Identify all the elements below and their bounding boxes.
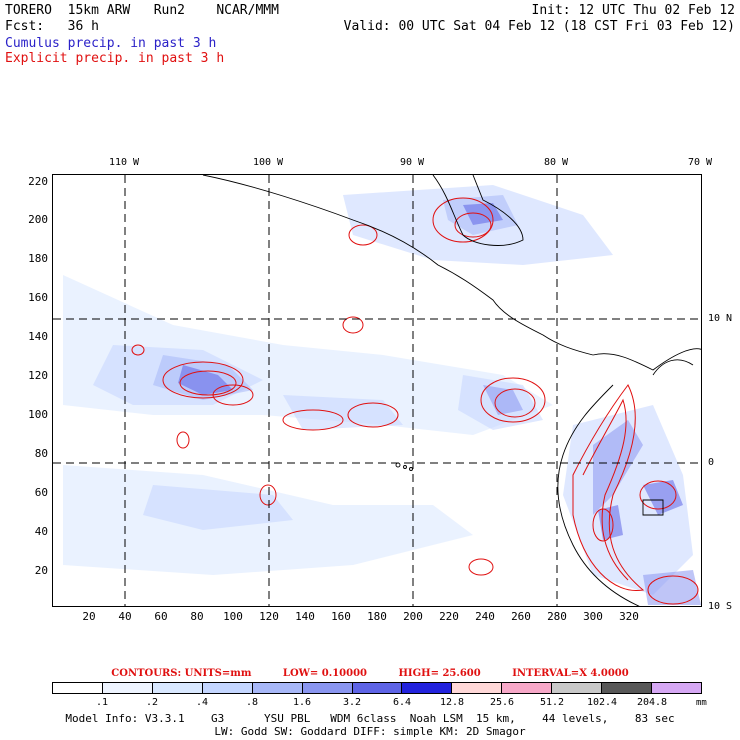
y-tick: 160	[28, 291, 48, 304]
colorbar-swatch	[452, 683, 503, 693]
x-tick: 140	[295, 610, 315, 623]
y-tick: 180	[28, 252, 48, 265]
colorbar-label: .4	[195, 697, 209, 708]
colorbar-label: 204.8	[636, 697, 668, 708]
x-tick: 200	[403, 610, 423, 623]
init-time: Init: 12 UTC Thu 02 Feb 12	[531, 3, 736, 18]
y-tick: 60	[34, 486, 48, 499]
map-canvas	[53, 175, 701, 606]
lat-label-10s: 10 S	[708, 601, 733, 612]
explicit-legend: Explicit precip. in past 3 h	[5, 51, 225, 66]
colorbar	[52, 682, 702, 694]
colorbar-label: 6.4	[392, 697, 412, 708]
colorbar-label: 3.2	[342, 697, 362, 708]
colorbar-swatch	[152, 683, 203, 693]
x-tick: 280	[547, 610, 567, 623]
y-tick: 220	[28, 175, 48, 188]
x-tick: 60	[154, 610, 168, 623]
x-tick: 160	[331, 610, 351, 623]
colorbar-label: .1	[95, 697, 109, 708]
colorbar-swatch	[302, 683, 353, 693]
x-tick: 20	[82, 610, 96, 623]
colorbar-label: .8	[245, 697, 259, 708]
lat-label-10n: 10 N	[708, 313, 733, 324]
x-tick: 180	[367, 610, 387, 623]
x-tick: 120	[259, 610, 279, 623]
x-tick: 220	[439, 610, 459, 623]
colorbar-swatch	[102, 683, 153, 693]
lat-label-0: 0	[708, 457, 715, 468]
contour-high: HIGH= 25.600	[398, 668, 481, 679]
valid-time: Valid: 00 UTC Sat 04 Feb 12 (18 CST Fri …	[343, 19, 735, 34]
x-tick: 240	[475, 610, 495, 623]
y-tick: 120	[28, 369, 48, 382]
contour-units: CONTOURS: UNITS=mm	[111, 668, 252, 679]
x-tick: 80	[190, 610, 204, 623]
colorbar-label: 51.2	[539, 697, 565, 708]
y-tick: 100	[28, 408, 48, 421]
y-tick: 200	[28, 213, 48, 226]
lon-label-70w: 70 W	[687, 157, 713, 168]
colorbar-swatch	[352, 683, 403, 693]
lon-label-90w: 90 W	[399, 157, 425, 168]
x-tick: 40	[118, 610, 132, 623]
colorbar-label: .2	[145, 697, 159, 708]
colorbar-swatch	[502, 683, 553, 693]
model-title: TORERO 15km ARW Run2 NCAR/MMM	[5, 3, 279, 18]
contour-low: LOW= 0.10000	[282, 668, 367, 679]
forecast-hour: Fcst: 36 h	[5, 19, 99, 34]
x-tick: 260	[511, 610, 531, 623]
cumulus-legend: Cumulus precip. in past 3 h	[5, 36, 217, 51]
explicit-precip-contours	[131, 197, 699, 605]
colorbar-label: 102.4	[586, 697, 618, 708]
colorbar-swatch	[252, 683, 303, 693]
colorbar-swatch	[652, 683, 701, 693]
x-tick: 320	[619, 610, 639, 623]
y-tick: 140	[28, 330, 48, 343]
latlon-grid	[53, 175, 701, 606]
lon-label-110w: 110 W	[108, 157, 140, 168]
y-tick: 20	[34, 564, 48, 577]
cumulus-precip-field	[63, 185, 701, 605]
lon-label-80w: 80 W	[543, 157, 569, 168]
x-tick: 100	[223, 610, 243, 623]
x-tick: 300	[583, 610, 603, 623]
colorbar-swatch	[402, 683, 453, 693]
model-info: Model Info: V3.3.1 G3 YSU PBL WDM 6class…	[65, 712, 675, 725]
lon-label-100w: 100 W	[252, 157, 284, 168]
y-tick: 40	[34, 525, 48, 538]
contour-info: CONTOURS: UNITS=mm LOW= 0.10000 HIGH= 25…	[0, 668, 740, 679]
colorbar-swatch	[202, 683, 253, 693]
physics-info: LW: Godd SW: Goddard DIFF: simple KM: 2D…	[214, 725, 526, 738]
colorbar-unit: mm	[696, 698, 707, 708]
contour-interval: INTERVAL=X 4.0000	[512, 668, 629, 679]
precip-map	[52, 174, 702, 607]
colorbar-label: 25.6	[489, 697, 515, 708]
colorbar-swatch	[602, 683, 653, 693]
y-tick: 80	[34, 447, 48, 460]
colorbar-label: 1.6	[292, 697, 312, 708]
colorbar-swatch	[552, 683, 603, 693]
colorbar-swatch	[53, 683, 103, 693]
colorbar-label: 12.8	[439, 697, 465, 708]
